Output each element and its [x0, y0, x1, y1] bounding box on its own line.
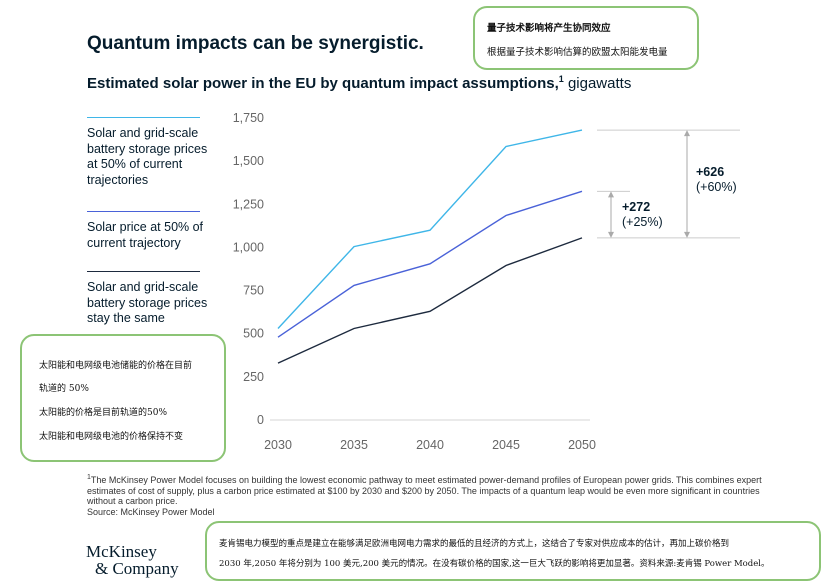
annotation-percent: (+25%) [622, 215, 663, 229]
annotation-percent: (+60%) [696, 180, 737, 194]
x-tick-label: 2045 [492, 438, 520, 452]
difference-arrow-small-tail [608, 231, 614, 238]
x-tick-label: 2030 [264, 438, 292, 452]
legend-label-mid: Solar price at 50% of current trajectory [87, 220, 204, 250]
translation-legend-line: 太阳能和电网级电池的价格保持不变 [39, 432, 184, 442]
chart-heading: Estimated solar power in the EU by quant… [87, 74, 631, 92]
annotation-value: +272 [622, 200, 650, 214]
y-axis-ticks: 0 250 500 750 1,000 1,250 1,500 1,750 [233, 111, 264, 427]
footnote-source: Source: McKinsey Power Model [87, 506, 215, 517]
legend-item-dark: Solar and grid-scale battery storage pri… [87, 271, 212, 327]
x-tick-label: 2035 [340, 438, 368, 452]
chart-annotations: +272(+25%) +626(+60%) [597, 129, 740, 239]
x-axis-ticks: 2030 2035 2040 2045 2050 [264, 438, 596, 452]
footnote-mark: 1 [87, 474, 91, 481]
y-tick-label: 1,500 [233, 154, 264, 168]
x-tick-label: 2040 [416, 438, 444, 452]
chart-heading-bold: Estimated solar power in the EU by quant… [87, 75, 559, 92]
legend-item-mid: Solar price at 50% of current trajectory [87, 211, 212, 251]
legend-swatch-light [87, 117, 200, 118]
y-tick-label: 0 [257, 413, 264, 427]
y-tick-label: 1,250 [233, 197, 264, 211]
y-tick-label: 750 [243, 284, 264, 298]
y-tick-label: 500 [243, 327, 264, 341]
footnote: 1The McKinsey Power Model focuses on bui… [87, 473, 767, 517]
logo-line-2: & Company [95, 559, 179, 578]
series-line-mid [277, 190, 583, 338]
chart-heading-footnote-mark: 1 [558, 74, 564, 84]
footnote-text: The McKinsey Power Model focuses on buil… [87, 475, 762, 506]
y-tick-label: 1,000 [233, 240, 264, 254]
legend-swatch-dark [87, 271, 200, 272]
difference-arrow-large-tail [684, 231, 690, 238]
difference-arrow-small-head [608, 191, 614, 198]
translation-note-legend: 太阳能和电网级电池储能的价格在目前 轨道的 50% 太阳能的价格是目前轨道的50… [20, 334, 226, 462]
translation-legend-line: 太阳能的价格是目前轨道的50% [39, 408, 168, 418]
legend-label-dark: Solar and grid-scale battery storage pri… [87, 280, 208, 325]
difference-arrow-large-head [684, 130, 690, 137]
chart-series [277, 129, 583, 364]
translation-legend-line: 轨道的 50% [39, 384, 89, 394]
translation-legend-line: 太阳能和电网级电池储能的价格在目前 [39, 361, 193, 371]
translation-footnote-line: 2030 年,2050 年将分别为 100 美元,200 美元的情况。在没有碳价… [219, 559, 770, 569]
logo-line-1: McKinsey [86, 542, 157, 561]
legend-label-light: Solar and grid-scale battery storage pri… [87, 126, 208, 187]
x-tick-label: 2050 [568, 438, 596, 452]
chart-heading-unit: gigawatts [563, 75, 632, 92]
legend-swatch-mid [87, 211, 200, 212]
translation-footnote-line: 麦肯锡电力模型的重点是建立在能够满足欧洲电网电力需求的最低的且经济的方式上，这结… [219, 539, 730, 549]
series-line-dark [277, 237, 583, 364]
legend-item-light: Solar and grid-scale battery storage pri… [87, 117, 212, 188]
y-tick-label: 250 [243, 370, 264, 384]
translation-note-body: 根据量子技术影响估算的欧盟太阳能发电量 [487, 47, 668, 58]
translation-note-top: 量子技术影响将产生协同效应 根据量子技术影响估算的欧盟太阳能发电量 [473, 6, 699, 70]
y-tick-label: 1,750 [233, 111, 264, 125]
annotation-value: +626 [696, 165, 724, 179]
series-line-light [277, 129, 583, 329]
translation-note-title: 量子技术影响将产生协同效应 [487, 23, 611, 34]
page-title: Quantum impacts can be synergistic. [87, 33, 424, 54]
mckinsey-logo: McKinsey & Company [86, 543, 179, 577]
translation-note-footnote: 麦肯锡电力模型的重点是建立在能够满足欧洲电网电力需求的最低的且经济的方式上，这结… [205, 521, 821, 581]
